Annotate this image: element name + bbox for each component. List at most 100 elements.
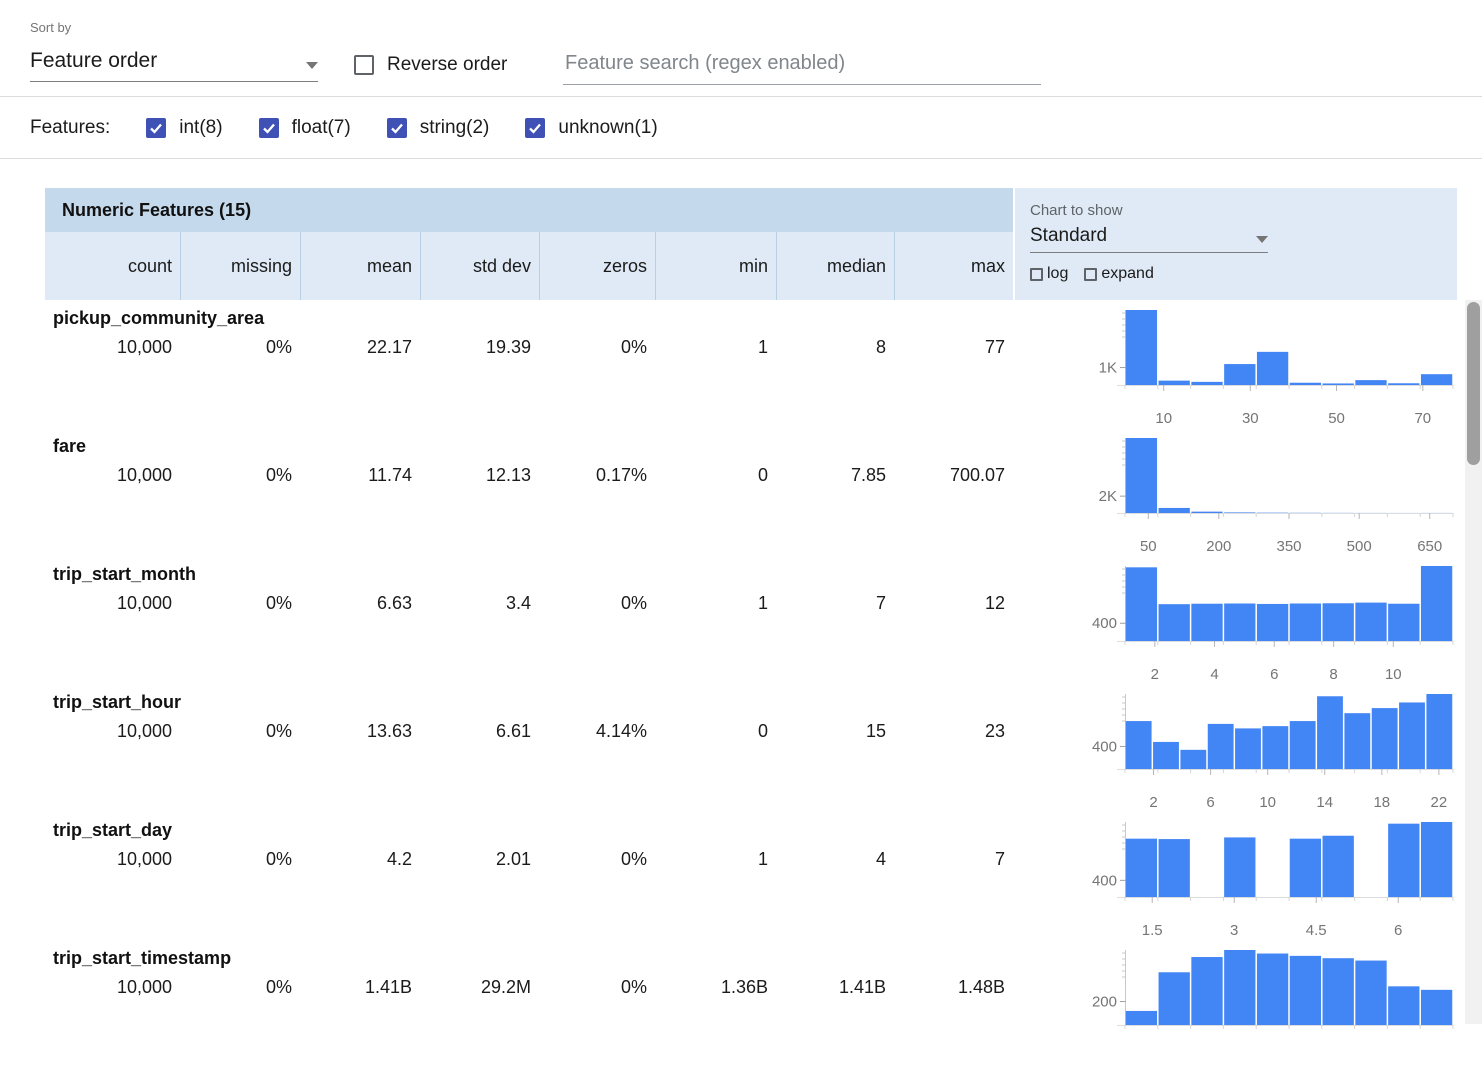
reverse-order-checkbox[interactable]	[354, 55, 374, 75]
svg-text:500: 500	[1347, 538, 1372, 555]
svg-text:30: 30	[1242, 410, 1259, 427]
filter-label: float(7)	[292, 117, 351, 139]
svg-text:6: 6	[1206, 794, 1214, 811]
svg-text:2: 2	[1151, 666, 1159, 683]
stat-value: 700.07	[894, 465, 1013, 486]
stat-value: 1.41B	[300, 977, 420, 998]
log-label: log	[1047, 265, 1068, 283]
filter-checkbox[interactable]	[146, 118, 166, 138]
sort-by-label: Sort by	[30, 20, 318, 35]
chart-type-select[interactable]: Standard	[1030, 225, 1268, 253]
vertical-scrollbar[interactable]	[1465, 300, 1482, 1024]
filter-checkbox[interactable]	[259, 118, 279, 138]
stat-value: 2.01	[420, 849, 539, 870]
stat-value: 0%	[539, 337, 655, 358]
svg-text:22: 22	[1431, 794, 1448, 811]
chevron-down-icon	[1256, 236, 1268, 243]
filter-label: string(2)	[420, 117, 490, 139]
stat-value: 13.63	[300, 721, 420, 742]
stat-value: 23	[894, 721, 1013, 742]
stat-value: 4.14%	[539, 721, 655, 742]
stat-value: 10,000	[45, 465, 180, 486]
log-checkbox[interactable]	[1030, 268, 1043, 281]
sort-by-value: Feature order	[30, 49, 157, 73]
stat-value: 0	[655, 465, 776, 486]
stat-value: 10,000	[45, 337, 180, 358]
stat-value: 22.17	[300, 337, 420, 358]
stat-value: 8	[776, 337, 894, 358]
svg-text:6: 6	[1270, 666, 1278, 683]
feature-type-filter: float(7)	[259, 117, 351, 139]
svg-text:400: 400	[1092, 615, 1117, 632]
stat-value: 0%	[180, 721, 300, 742]
svg-text:2: 2	[1149, 794, 1157, 811]
feature-type-filter: int(8)	[146, 117, 222, 139]
stat-value: 12.13	[420, 465, 539, 486]
feature-type-filter-bar: Features: int(8)float(7)string(2)unknown…	[0, 96, 1482, 159]
svg-text:400: 400	[1092, 738, 1117, 755]
histogram-bars	[1126, 438, 1453, 513]
sort-by-select[interactable]: Feature order	[30, 49, 318, 82]
svg-text:1K: 1K	[1099, 360, 1117, 377]
scrollbar-thumb[interactable]	[1467, 302, 1480, 465]
expand-option: expand	[1084, 265, 1154, 283]
stat-value: 11.74	[300, 465, 420, 486]
column-header-missing: missing	[180, 232, 300, 300]
stat-value: 0%	[539, 849, 655, 870]
chart-type-value: Standard	[1030, 225, 1107, 247]
stat-value: 1.48B	[894, 977, 1013, 998]
sort-by-group: Sort by Feature order	[30, 20, 318, 82]
chart-to-show-label: Chart to show	[1030, 202, 1457, 219]
stat-value: 0%	[539, 593, 655, 614]
stat-value: 1	[655, 337, 776, 358]
column-header-min: min	[655, 232, 776, 300]
histogram-bars	[1126, 694, 1453, 769]
expand-checkbox[interactable]	[1084, 268, 1097, 281]
svg-text:1.5: 1.5	[1142, 922, 1163, 939]
chevron-down-icon	[306, 62, 318, 69]
stat-value: 0%	[180, 465, 300, 486]
check-icon	[149, 121, 163, 135]
check-icon	[390, 121, 404, 135]
histogram-bars	[1126, 950, 1453, 1025]
svg-text:18: 18	[1373, 794, 1390, 811]
feature-histogram: 200	[1030, 950, 1470, 1068]
features-filter-label: Features:	[30, 117, 110, 139]
stat-value: 6.61	[420, 721, 539, 742]
stat-value: 7	[894, 849, 1013, 870]
svg-text:4.5: 4.5	[1306, 922, 1327, 939]
histogram-bars	[1126, 566, 1453, 641]
numeric-features-title: Numeric Features (15)	[45, 188, 1013, 232]
svg-text:3: 3	[1230, 922, 1238, 939]
column-header-median: median	[776, 232, 894, 300]
filter-checkbox[interactable]	[387, 118, 407, 138]
svg-text:650: 650	[1417, 538, 1442, 555]
svg-text:2K: 2K	[1099, 488, 1117, 505]
column-header-count: count	[45, 232, 180, 300]
svg-text:6: 6	[1394, 922, 1402, 939]
check-icon	[262, 121, 276, 135]
stat-value: 0%	[539, 977, 655, 998]
histogram-chart: 200	[1030, 950, 1470, 1068]
feature-search-input[interactable]	[563, 48, 1041, 85]
svg-text:350: 350	[1276, 538, 1301, 555]
filter-checkbox[interactable]	[525, 118, 545, 138]
stat-value: 0%	[180, 337, 300, 358]
stat-value: 1.36B	[655, 977, 776, 998]
expand-label: expand	[1101, 265, 1154, 283]
stat-value: 0	[655, 721, 776, 742]
